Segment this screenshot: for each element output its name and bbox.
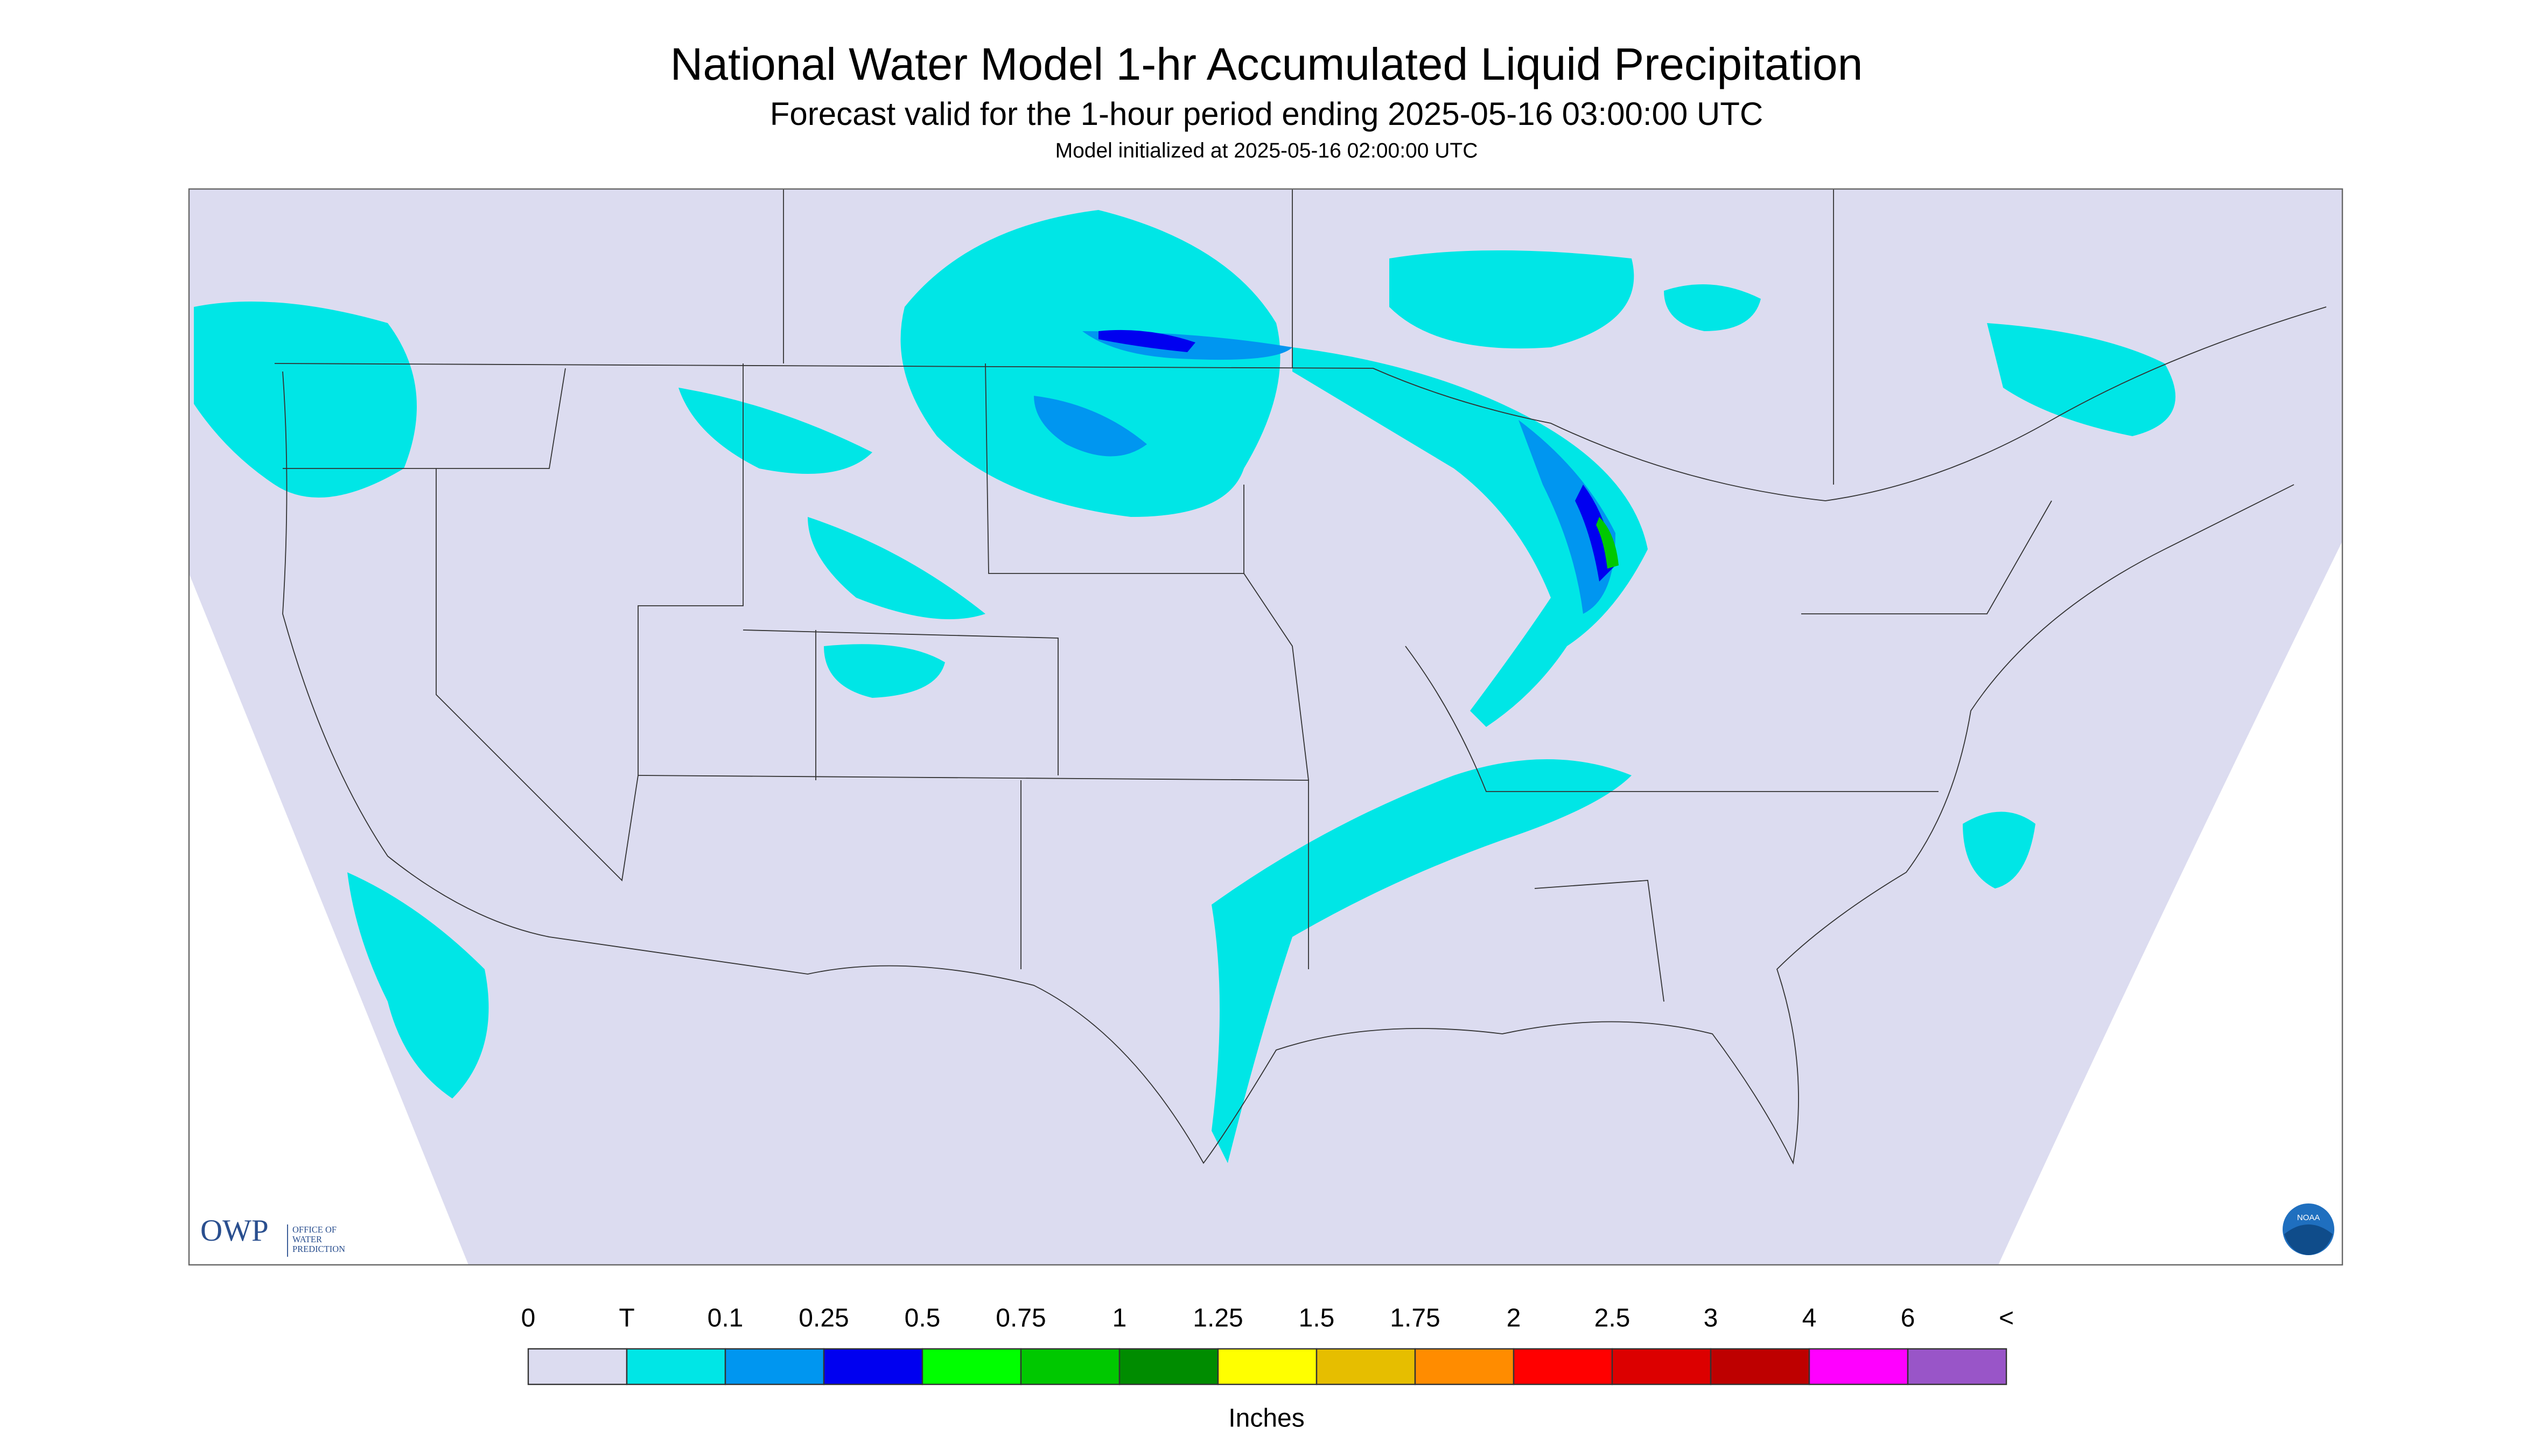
legend-swatch [823,1348,923,1385]
legend-swatch [1217,1348,1318,1385]
legend-swatch [921,1348,1022,1385]
legend-label: 0.1 [708,1304,744,1333]
noaa-logo-wave [2284,1224,2333,1256]
legend-swatch [1808,1348,1909,1385]
legend-swatch [724,1348,825,1385]
legend-label: 0 [521,1304,536,1333]
legend-label: 0.75 [996,1304,1046,1333]
legend-label: 2 [1507,1304,1521,1333]
title: National Water Model 1-hr Accumulated Li… [670,39,1863,89]
legend-swatch [1414,1348,1515,1385]
legend-label: 4 [1802,1304,1817,1333]
logo-caption: OFFICE OF [292,1224,337,1235]
legend-label: 0.5 [905,1304,941,1333]
map: OWP OFFICE OF WATER PREDICTION NOAA [189,189,2342,1265]
legend-swatch [1611,1348,1712,1385]
logo-caption: PREDICTION [292,1244,345,1254]
boundaries [274,189,2327,1165]
logo-caption: WATER [292,1234,322,1244]
legend-label: 1.25 [1193,1304,1243,1333]
init-time: Model initialized at 2025-05-16 02:00:00… [1055,139,1478,162]
precip-heavy [1596,517,1619,569]
legend-swatch [1020,1348,1121,1385]
legend-label: 0.25 [799,1304,849,1333]
legend-label: 1.75 [1390,1304,1440,1333]
precip-trace [194,210,2175,1164]
legend-swatch [1513,1348,1613,1385]
legend-swatch [1907,1348,2007,1385]
legend-label: 1.5 [1299,1304,1335,1333]
legend-swatch [1710,1348,1810,1385]
precip-moderate [1098,330,1615,582]
noaa-label: NOAA [2297,1213,2320,1222]
projection-domain [189,189,2342,1265]
legend-swatch [1316,1348,1416,1385]
legend-label: T [619,1304,634,1333]
legend-label: 6 [1901,1304,1915,1333]
legend-swatch [527,1348,628,1385]
map-border [188,188,2343,1266]
legend-unit: Inches [1228,1404,1304,1433]
legend-label: 2.5 [1594,1304,1631,1333]
legend-swatch [1118,1348,1219,1385]
legend: 0 T 0.1 0.25 0.5 0.75 1 1.25 1.5 1.75 2 2.5 3 4 6 < [521,1304,2014,1385]
legend-label: 3 [1704,1304,1718,1333]
logo-name: OWP [200,1214,269,1248]
legend-label: < [1999,1304,2014,1333]
legend-label: 1 [1112,1304,1127,1333]
legend-swatch [626,1348,726,1385]
subtitle: Forecast valid for the 1-hour period end… [770,96,1763,132]
